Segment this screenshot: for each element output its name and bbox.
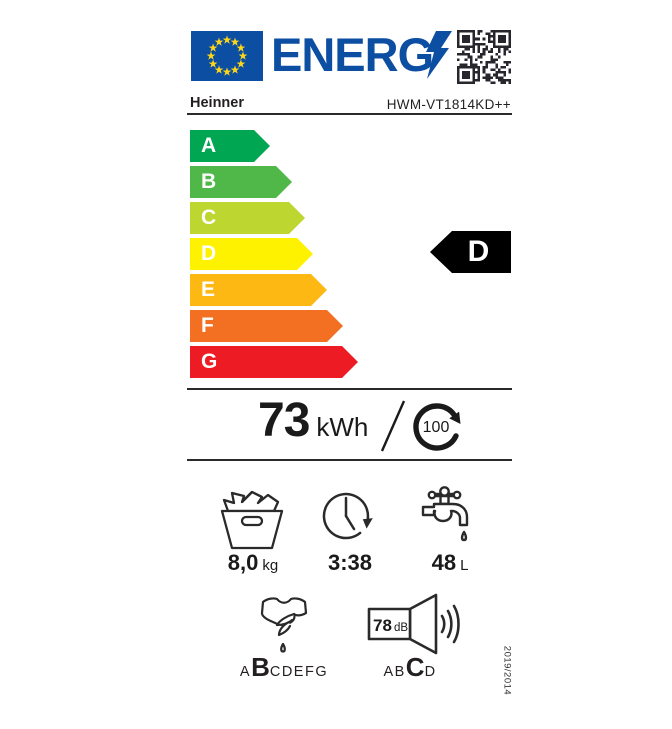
eu-flag-icon bbox=[191, 31, 263, 81]
lightning-bolt-icon bbox=[426, 31, 452, 79]
class-letter: G bbox=[201, 350, 218, 373]
laundry-basket-icon bbox=[220, 490, 284, 550]
header-divider bbox=[187, 113, 512, 115]
regulation-number: 2019/2014 bbox=[501, 645, 513, 696]
rating-letter: D bbox=[467, 235, 490, 268]
model-identifier: HWM-VT1814KD++ bbox=[386, 97, 511, 112]
noise-class-prefix: AB bbox=[383, 664, 406, 680]
noise-class-suffix: D bbox=[424, 664, 437, 680]
noise-unit: dB bbox=[394, 622, 408, 634]
class-arrow-d: D bbox=[190, 238, 313, 270]
spin-class-prefix: A bbox=[239, 664, 252, 680]
class-arrow-a: A bbox=[190, 130, 270, 162]
spin-class-suffix: CDEFG bbox=[269, 664, 329, 680]
spin-dry-shirt-icon bbox=[260, 597, 308, 653]
class-letter: D bbox=[201, 242, 217, 265]
energ-logo-text: ENERG bbox=[271, 28, 434, 81]
noise-value: 78 bbox=[373, 616, 392, 635]
class-letter: E bbox=[201, 278, 216, 301]
energy-consumption: 73 kWh bbox=[258, 394, 369, 447]
noise-class-scale: AB C D bbox=[355, 652, 465, 683]
cycle-arrow-icon: 100 bbox=[413, 403, 461, 451]
rating-arrow: D bbox=[430, 231, 511, 273]
spin-class-scale: A B CDEFG bbox=[229, 652, 339, 683]
energy-value: 73 bbox=[258, 394, 310, 447]
class-arrow-e: E bbox=[190, 274, 327, 306]
clock-icon bbox=[322, 492, 373, 540]
class-letter: A bbox=[201, 134, 217, 157]
class-letter: C bbox=[201, 206, 217, 229]
water-unit: L bbox=[460, 557, 469, 574]
energy-unit: kWh bbox=[316, 412, 369, 442]
speaker-icon: 78 dB bbox=[367, 593, 460, 655]
class-letter: F bbox=[201, 314, 214, 337]
class-arrow-g: G bbox=[190, 346, 358, 378]
water-number: 48 bbox=[431, 550, 457, 575]
water-tap-icon bbox=[421, 486, 469, 542]
qr-code-icon bbox=[457, 30, 511, 84]
class-arrow-f: F bbox=[190, 310, 343, 342]
capacity-value: 8,0 kg bbox=[203, 550, 303, 576]
class-arrow-c: C bbox=[190, 202, 305, 234]
class-arrow-b: B bbox=[190, 166, 292, 198]
scale-divider bbox=[187, 388, 512, 390]
energy-divider bbox=[187, 459, 512, 461]
noise-class-active: C bbox=[405, 652, 425, 682]
per-slash bbox=[380, 400, 406, 452]
cycle-duration: 3:38 bbox=[300, 550, 400, 576]
water-consumption: 48 L bbox=[400, 550, 500, 576]
class-letter: B bbox=[201, 170, 217, 193]
sound-waves-icon bbox=[440, 604, 460, 644]
capacity-unit: kg bbox=[262, 557, 279, 574]
spin-class-active: B bbox=[251, 652, 270, 682]
duration-value: 3:38 bbox=[327, 550, 373, 575]
capacity-number: 8,0 bbox=[227, 550, 259, 575]
supplier-name: Heinner bbox=[190, 95, 244, 111]
cycles-count: 100 bbox=[423, 419, 450, 436]
